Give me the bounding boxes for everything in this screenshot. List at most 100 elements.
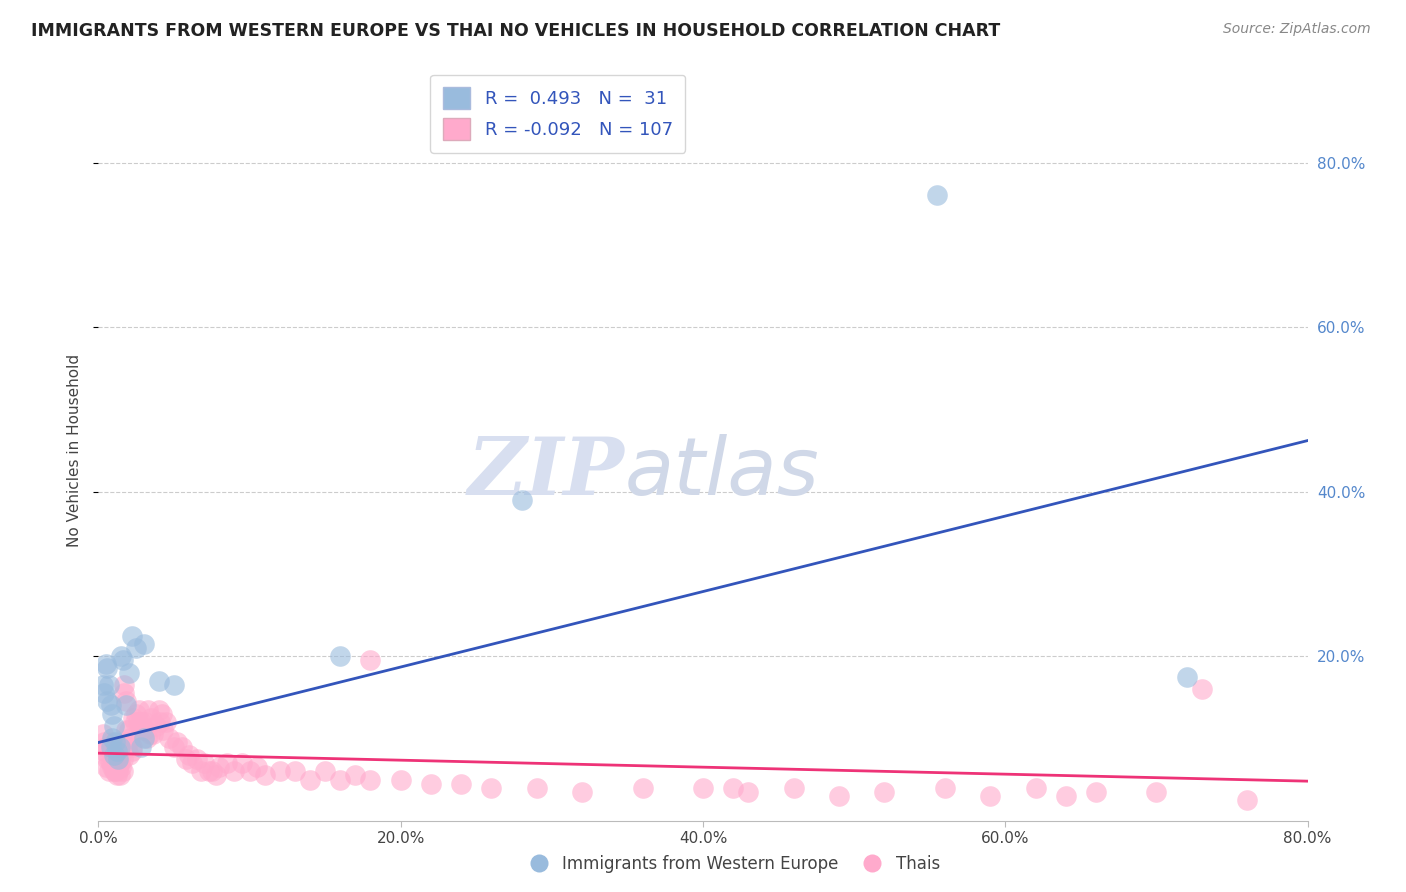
Point	[481, 780, 503, 795]
Point	[121, 739, 143, 754]
Point	[128, 703, 150, 717]
Point	[114, 698, 136, 713]
Point	[94, 657, 117, 672]
Point	[208, 760, 231, 774]
Point	[934, 780, 956, 795]
Point	[723, 780, 745, 795]
Point	[93, 686, 115, 700]
Point	[121, 628, 143, 642]
Point	[110, 747, 132, 762]
Point	[149, 714, 172, 729]
Point	[118, 723, 141, 738]
Point	[100, 735, 122, 749]
Text: Source: ZipAtlas.com: Source: ZipAtlas.com	[1223, 22, 1371, 37]
Point	[246, 760, 269, 774]
Point	[108, 756, 131, 770]
Point	[828, 789, 851, 803]
Point	[152, 723, 174, 738]
Point	[98, 752, 121, 766]
Point	[201, 764, 224, 779]
Point	[100, 756, 122, 770]
Point	[112, 678, 135, 692]
Point	[125, 640, 148, 655]
Point	[159, 731, 181, 746]
Point	[98, 764, 121, 779]
Point	[114, 723, 136, 738]
Point	[571, 785, 593, 799]
Point	[329, 649, 352, 664]
Point	[510, 492, 533, 507]
Point	[927, 188, 949, 202]
Point	[239, 764, 262, 779]
Point	[121, 744, 143, 758]
Point	[103, 719, 125, 733]
Point	[105, 768, 128, 782]
Point	[103, 764, 125, 779]
Point	[205, 768, 228, 782]
Point	[314, 764, 336, 779]
Point	[193, 756, 215, 770]
Point	[93, 744, 115, 758]
Point	[163, 739, 186, 754]
Point	[139, 727, 162, 741]
Point	[103, 744, 125, 758]
Point	[103, 747, 125, 762]
Point	[1054, 789, 1077, 803]
Point	[100, 698, 122, 713]
Point	[1144, 785, 1167, 799]
Point	[1024, 780, 1046, 795]
Point	[110, 649, 132, 664]
Point	[122, 711, 145, 725]
Point	[450, 776, 472, 791]
Point	[181, 756, 204, 770]
Point	[145, 719, 167, 733]
Point	[163, 678, 186, 692]
Point	[344, 768, 367, 782]
Point	[224, 764, 246, 779]
Point	[112, 686, 135, 700]
Point	[129, 719, 152, 733]
Point	[134, 714, 156, 729]
Point	[101, 744, 124, 758]
Point	[132, 723, 155, 738]
Point	[125, 706, 148, 721]
Point	[1191, 681, 1213, 696]
Point	[299, 772, 322, 787]
Point	[150, 706, 173, 721]
Point	[118, 665, 141, 680]
Point	[360, 772, 382, 787]
Point	[94, 739, 117, 754]
Point	[179, 747, 201, 762]
Point	[174, 752, 197, 766]
Point	[96, 661, 118, 675]
Point	[142, 727, 165, 741]
Point	[107, 764, 129, 779]
Point	[96, 694, 118, 708]
Point	[101, 731, 124, 746]
Point	[115, 739, 138, 754]
Point	[1085, 785, 1108, 799]
Point	[190, 764, 212, 779]
Point	[107, 752, 129, 766]
Point	[129, 714, 152, 729]
Point	[96, 752, 118, 766]
Point	[124, 714, 146, 729]
Point	[120, 731, 142, 746]
Point	[105, 744, 128, 758]
Legend: Immigrants from Western Europe, Thais: Immigrants from Western Europe, Thais	[516, 848, 946, 880]
Point	[132, 637, 155, 651]
Point	[737, 785, 759, 799]
Point	[148, 703, 170, 717]
Point	[1175, 670, 1198, 684]
Point	[91, 678, 114, 692]
Point	[96, 739, 118, 754]
Text: IMMIGRANTS FROM WESTERN EUROPE VS THAI NO VEHICLES IN HOUSEHOLD CORRELATION CHAR: IMMIGRANTS FROM WESTERN EUROPE VS THAI N…	[31, 22, 1000, 40]
Point	[148, 673, 170, 688]
Point	[129, 739, 152, 754]
Point	[979, 789, 1001, 803]
Point	[186, 752, 208, 766]
Point	[360, 653, 382, 667]
Point	[111, 752, 134, 766]
Point	[104, 735, 127, 749]
Point	[231, 756, 253, 770]
